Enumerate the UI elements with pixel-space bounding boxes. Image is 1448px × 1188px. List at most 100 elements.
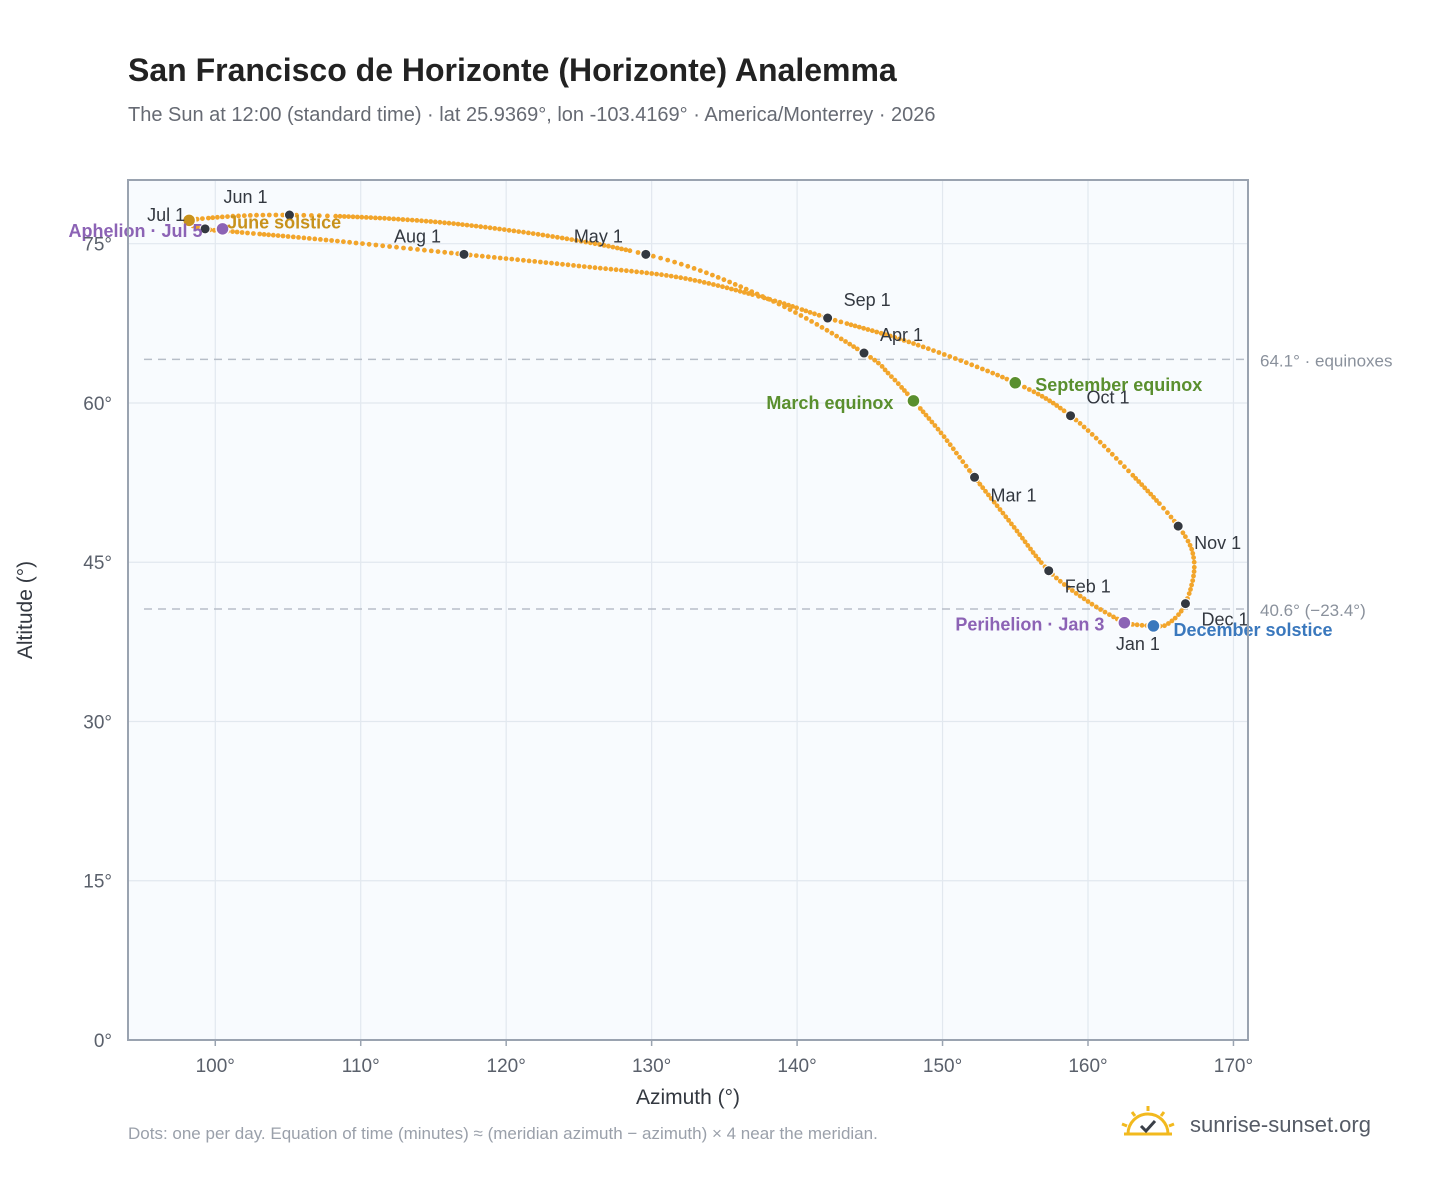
day-dot <box>882 367 888 373</box>
day-dot <box>200 216 205 222</box>
day-dot <box>469 223 474 229</box>
day-dot <box>952 356 958 361</box>
day-dot <box>592 241 598 247</box>
day-dot <box>261 232 267 237</box>
labels: Jan 1 Feb 1 Mar 1 Apr 1 May 1 Jun 1 Jul 1 Aug 1… <box>69 187 1333 654</box>
brand[interactable]: sunrise-sunset.org <box>1120 1104 1390 1148</box>
day-dot <box>588 240 593 246</box>
day-dot <box>861 325 866 331</box>
month-marker <box>1043 565 1055 577</box>
day-dot <box>1101 443 1107 449</box>
day-dot <box>1172 615 1178 621</box>
day-dot <box>414 218 420 223</box>
day-dot <box>852 323 858 329</box>
day-dot <box>1165 510 1170 516</box>
day-dot <box>844 321 850 326</box>
y-tick-label: 45° <box>83 553 112 574</box>
day-dot <box>230 213 236 219</box>
day-dot <box>359 214 365 220</box>
day-dot <box>963 360 969 366</box>
day-dot <box>1142 485 1148 491</box>
day-dot <box>1089 432 1095 437</box>
day-dot <box>401 245 406 251</box>
month-marker <box>1179 598 1191 610</box>
day-dot <box>986 492 991 498</box>
day-dot <box>1191 569 1197 574</box>
day-dot <box>1047 398 1052 404</box>
chart-subtitle: The Sun at 12:00 (standard time) · lat 2… <box>128 104 936 126</box>
brand-name[interactable]: sunrise-sunset.org <box>1190 1112 1371 1137</box>
day-dot <box>1190 551 1196 556</box>
day-dot <box>618 267 624 273</box>
day-dot <box>1130 472 1136 478</box>
day-dot <box>1107 612 1112 617</box>
day-dot <box>809 319 814 324</box>
day-dot <box>306 236 312 241</box>
day-dot <box>337 213 343 219</box>
day-dot <box>915 342 921 348</box>
event-marker <box>906 393 921 409</box>
day-dot <box>1185 538 1191 544</box>
day-dot <box>395 216 401 222</box>
day-dot <box>990 370 996 376</box>
day-dot <box>932 423 938 428</box>
day-dot <box>665 257 671 263</box>
day-dot <box>798 313 804 318</box>
day-dot <box>838 336 844 342</box>
day-dot <box>931 348 936 353</box>
day-dot <box>578 238 584 244</box>
day-dot <box>897 336 902 342</box>
day-dot <box>874 329 880 335</box>
day-dot <box>511 228 517 234</box>
day-dot <box>610 244 616 250</box>
day-dot <box>1166 621 1171 626</box>
day-dot <box>555 234 560 240</box>
day-dot <box>741 290 747 295</box>
day-dot <box>1191 573 1196 579</box>
reference-lines: 64.1° · equinoxes 40.6° (−23.4°) <box>144 351 1393 620</box>
day-dot <box>234 229 240 235</box>
day-dot <box>296 235 301 240</box>
day-dot <box>960 459 966 465</box>
day-dot <box>1093 435 1099 441</box>
day-dot <box>485 254 491 260</box>
day-dot <box>1134 622 1140 628</box>
day-dot <box>479 253 485 259</box>
y-tick-label: 30° <box>83 712 112 733</box>
day-dot <box>983 488 988 494</box>
day-dot <box>491 255 497 260</box>
day-dot <box>832 317 838 323</box>
day-dot <box>746 291 751 296</box>
day-dot <box>997 507 1003 512</box>
day-dot <box>980 485 986 491</box>
day-dot <box>1151 494 1156 500</box>
day-dot <box>865 327 871 332</box>
y-axis-title: Altitude (°) <box>14 561 37 659</box>
day-dot <box>829 330 835 336</box>
day-dot <box>683 276 688 281</box>
day-dot <box>273 212 279 218</box>
event-label: Perihelion · Jan 3 <box>955 615 1104 635</box>
day-dot <box>969 362 975 368</box>
day-dot <box>1020 535 1025 541</box>
day-dot <box>1057 578 1063 584</box>
day-dot <box>335 238 340 244</box>
day-dot <box>601 243 607 248</box>
day-dot <box>623 247 629 253</box>
day-dot <box>346 214 351 220</box>
day-dot <box>1162 623 1167 629</box>
month-label: Sep 1 <box>844 290 891 310</box>
day-dot <box>521 229 526 235</box>
month-marker <box>1172 520 1184 532</box>
day-dot <box>1004 376 1010 382</box>
day-dot <box>1025 543 1031 548</box>
day-dot <box>526 230 531 236</box>
day-dot <box>1191 564 1197 570</box>
day-dot <box>540 232 546 238</box>
day-dot <box>387 244 392 249</box>
day-dot <box>807 310 813 315</box>
day-dot <box>1077 421 1083 426</box>
day-dot <box>1113 456 1119 461</box>
day-dot <box>526 258 532 264</box>
